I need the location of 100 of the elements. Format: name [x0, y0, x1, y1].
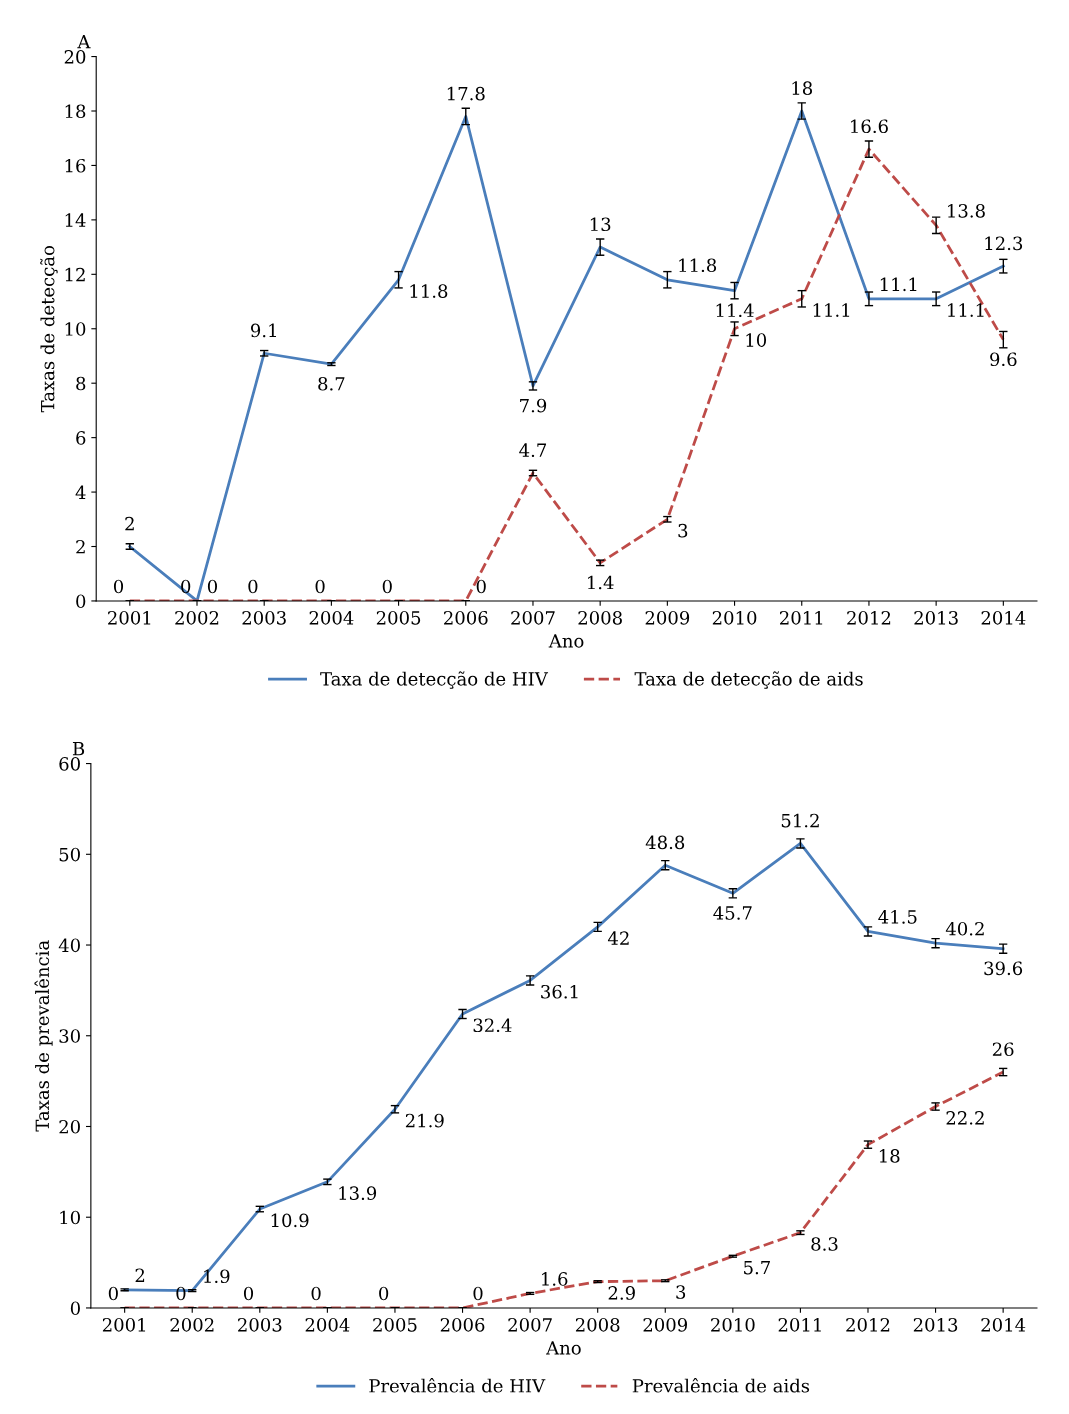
- x-tick-label: 2012: [846, 1317, 890, 1332]
- data-label: 11.1: [948, 303, 984, 317]
- y-tick-label: 30: [59, 1029, 80, 1043]
- x-tick-label: 2011: [780, 610, 823, 625]
- y-axis-title: Taxas de prevalência: [34, 940, 53, 1132]
- y-tick-label: 12: [65, 267, 85, 282]
- data-label: 16.6: [851, 119, 888, 134]
- x-tick-label: 2013: [913, 1317, 958, 1332]
- data-label: 42: [607, 931, 629, 945]
- x-tick-label: 2004: [309, 610, 354, 625]
- x-tick-label: 2007: [511, 610, 555, 625]
- x-tick-label: 2005: [373, 1317, 417, 1332]
- data-label: 0: [382, 579, 392, 594]
- y-tick-label: 14: [65, 213, 86, 227]
- y-tick-label: 10: [60, 1210, 80, 1225]
- x-tick-label: 2013: [914, 610, 958, 625]
- data-label: 5.7: [744, 1260, 770, 1275]
- y-tick-label: 20: [59, 1119, 80, 1134]
- x-tick-label: 2002: [170, 1317, 214, 1332]
- y-tick-label: 50: [59, 847, 80, 862]
- data-label: 48.8: [645, 835, 685, 850]
- data-label: 3: [676, 1285, 686, 1299]
- data-label: 0: [476, 579, 486, 594]
- legend-label: Taxa de detecção de aids: [634, 671, 863, 689]
- y-tick-label: 4: [75, 485, 86, 499]
- data-label: 2: [135, 1268, 145, 1282]
- data-label: 11.8: [410, 284, 448, 298]
- data-label: 1.9: [204, 1269, 230, 1284]
- data-label: 40.2: [945, 921, 984, 936]
- data-label: 0: [113, 579, 124, 594]
- data-label: 21.9: [405, 1113, 444, 1128]
- x-tick-label: 2001: [108, 610, 151, 625]
- data-label: 0: [473, 1286, 483, 1301]
- x-tick-label: 2008: [575, 1317, 620, 1332]
- data-label: 41.5: [878, 910, 917, 924]
- data-label: 0: [207, 579, 218, 594]
- data-label: 18: [792, 81, 813, 95]
- x-tick-label: 2012: [847, 610, 891, 625]
- legend-label: Prevalência de aids: [632, 1377, 810, 1393]
- data-label: 11.4: [716, 303, 754, 318]
- y-tick-label: 0: [70, 1301, 80, 1316]
- data-label: 0: [379, 1286, 389, 1301]
- data-label: 0: [311, 1286, 321, 1301]
- data-label: 26: [992, 1042, 1014, 1057]
- data-label: 7.9: [520, 398, 547, 413]
- data-label: 51.2: [781, 813, 819, 828]
- y-tick-label: 8: [76, 376, 86, 391]
- data-label: 0: [181, 579, 191, 594]
- y-tick-label: 18: [65, 104, 86, 119]
- x-tick-label: 2009: [643, 1317, 688, 1332]
- data-label: 13.9: [339, 1186, 377, 1200]
- data-label: 8.3: [811, 1237, 838, 1251]
- data-label: 9.1: [250, 323, 276, 338]
- y-axis-title: Taxas de detecção: [40, 245, 58, 413]
- data-label: 3: [678, 523, 688, 538]
- data-label: 11.8: [679, 258, 717, 273]
- data-label: 22.2: [946, 1111, 984, 1125]
- x-tick-label: 2008: [578, 610, 622, 625]
- x-tick-label: 2003: [238, 1317, 282, 1332]
- x-tick-label: 2005: [376, 610, 421, 625]
- chart-title: B: [72, 742, 85, 756]
- legend-label: Prevalência de HIV: [369, 1377, 546, 1393]
- x-tick-label: 2010: [712, 610, 757, 625]
- data-label: 0: [315, 579, 325, 594]
- data-label: 1.6: [542, 1272, 568, 1286]
- x-tick-label: 2001: [102, 1317, 146, 1332]
- x-tick-label: 2014: [981, 1317, 1026, 1332]
- data-label: 9.6: [990, 352, 1017, 367]
- legend-label: Taxa de detecção de HIV: [320, 671, 549, 689]
- data-label: 32.4: [473, 1018, 512, 1033]
- data-label: 8.7: [318, 376, 345, 391]
- y-tick-label: 6: [76, 431, 86, 445]
- chart-title: A: [77, 35, 91, 49]
- x-axis-title: Ano: [548, 634, 584, 648]
- data-label: 11.1: [880, 277, 917, 292]
- x-tick-label: 2014: [981, 610, 1026, 625]
- y-tick-label: 16: [65, 158, 86, 173]
- y-tick-label: 2: [76, 539, 85, 554]
- x-tick-label: 2004: [305, 1317, 350, 1332]
- data-label: 12.3: [985, 236, 1023, 251]
- data-label: 10: [746, 333, 767, 347]
- data-label: 11.1: [813, 303, 850, 317]
- y-tick-label: 10: [65, 322, 86, 336]
- data-label: 17.8: [447, 86, 485, 101]
- x-tick-label: 2002: [175, 610, 219, 625]
- y-tick-label: 0: [76, 594, 86, 609]
- data-label: 10.9: [271, 1213, 309, 1228]
- x-axis-title: Ano: [546, 1341, 581, 1355]
- y-tick-label: 40: [58, 938, 80, 953]
- y-tick-label: 60: [59, 757, 80, 771]
- data-label: 13: [590, 217, 611, 232]
- data-label: 0: [248, 579, 258, 594]
- x-tick-label: 2007: [508, 1317, 552, 1332]
- data-label: 0: [243, 1286, 254, 1301]
- data-label: 39.6: [984, 961, 1023, 976]
- data-label: 4.7: [519, 443, 547, 458]
- x-tick-label: 2006: [440, 1317, 485, 1332]
- x-tick-label: 2009: [645, 610, 690, 625]
- data-label: 2: [125, 516, 134, 531]
- data-label: 45.7: [713, 906, 752, 920]
